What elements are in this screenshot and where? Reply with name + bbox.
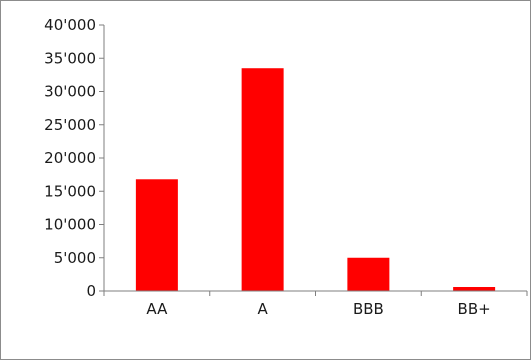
y-tick-label: 40'000: [44, 16, 96, 34]
x-axis-ticks: AA A BBB BB+: [103, 291, 528, 318]
x-tick-label: BB+: [458, 300, 491, 318]
y-tick-label: 0: [86, 282, 96, 300]
x-tick-label: BBB: [353, 300, 384, 318]
bar-bbb: [347, 257, 390, 291]
x-tick-label: A: [257, 300, 268, 318]
y-tick-label: 5'000: [54, 249, 96, 267]
y-tick-label: 10'000: [44, 216, 96, 234]
bar-aa: [135, 179, 178, 291]
y-tick-label: 15'000: [44, 182, 96, 200]
y-tick-label: 35'000: [44, 49, 96, 67]
bar-a: [241, 68, 284, 291]
x-tick-label: AA: [146, 300, 168, 318]
bars: [135, 68, 496, 291]
bar-bb-: [453, 287, 496, 291]
y-tick-label: 25'000: [44, 116, 96, 134]
y-tick-label: 30'000: [44, 83, 96, 101]
y-axis-ticks: 0 5'000 10'000 15'000 20'000 25'000 30'000 35'0…: [44, 16, 104, 300]
y-tick-label: 20'000: [44, 149, 96, 167]
